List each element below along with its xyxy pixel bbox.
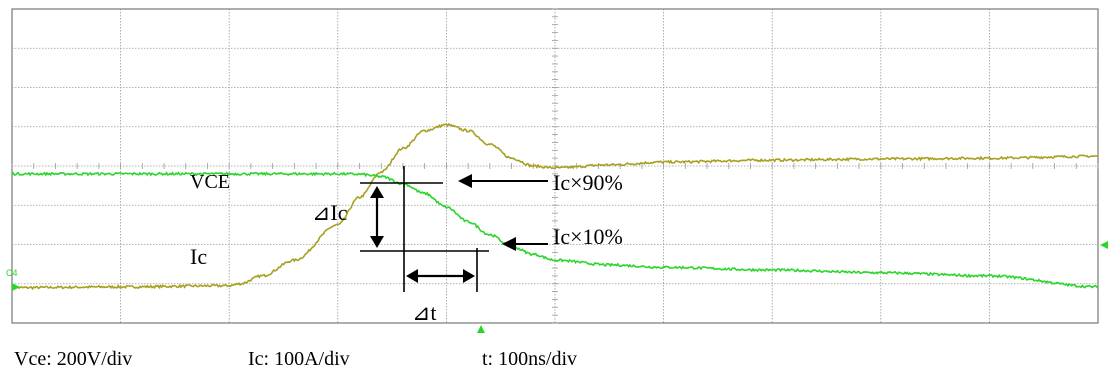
channel-marker: [12, 283, 20, 291]
trigger-position-marker: [477, 325, 485, 333]
series-layer: [11, 122, 1099, 291]
ic10-label: Ic×10%: [553, 224, 623, 249]
ic-label: Ic: [190, 244, 207, 269]
delta-t-arrow: [406, 269, 475, 283]
vce-label: VCE: [190, 171, 230, 193]
series-line-ic: [11, 122, 1099, 291]
grid-lines: [11, 8, 1099, 324]
ic90-label: Ic×90%: [553, 170, 623, 195]
trigger-level-marker: [1100, 241, 1108, 249]
vce-scale-label: Vce: 200V/div: [14, 348, 133, 370]
delta-ic-arrow: [370, 186, 384, 248]
oscilloscope-chart: C4 VCE Ic ⊿Ic ⊿t Ic×90% Ic×10%: [6, 8, 1108, 333]
ic10-pointer-arrow: [502, 237, 548, 251]
channel-label: C4: [6, 268, 18, 278]
ic-scale-label: Ic: 100A/div: [248, 348, 350, 370]
measurement-lines: [360, 166, 489, 292]
delta-t-label: ⊿t: [412, 300, 437, 325]
ic90-pointer-arrow: [458, 174, 548, 188]
time-scale-label: t: 100ns/div: [482, 348, 578, 370]
series-line-vce: [11, 171, 1099, 289]
delta-ic-label: ⊿Ic: [312, 200, 348, 225]
